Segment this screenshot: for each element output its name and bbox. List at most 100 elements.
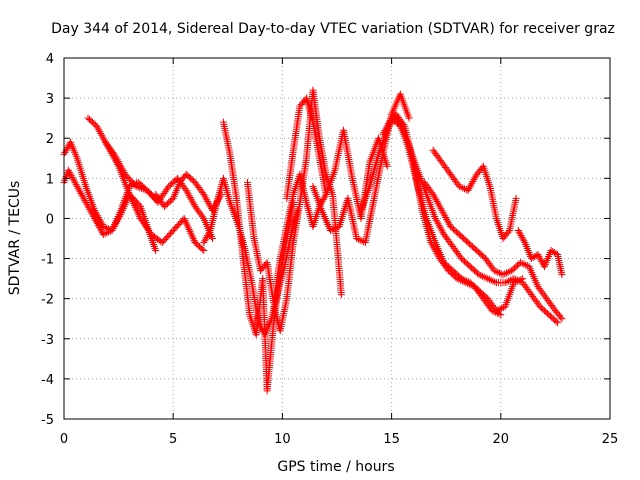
data-point bbox=[470, 176, 478, 184]
data-point bbox=[82, 198, 90, 206]
series-track-5 bbox=[152, 170, 225, 214]
data-point bbox=[79, 193, 87, 201]
y-tick-label: -3 bbox=[41, 333, 54, 348]
data-point bbox=[99, 230, 107, 238]
x-tick-label: 15 bbox=[383, 432, 400, 447]
data-point bbox=[101, 230, 109, 238]
data-point bbox=[182, 186, 190, 194]
data-point bbox=[429, 190, 437, 198]
data-point bbox=[85, 204, 93, 212]
data-point bbox=[522, 261, 530, 269]
data-point bbox=[433, 198, 441, 206]
data-point bbox=[492, 267, 500, 275]
data-point bbox=[431, 194, 439, 202]
data-point bbox=[557, 313, 565, 321]
data-point bbox=[145, 227, 153, 235]
data-point bbox=[112, 154, 120, 162]
data-point bbox=[97, 129, 105, 137]
data-point bbox=[434, 220, 442, 228]
data-point bbox=[485, 275, 493, 283]
data-point bbox=[138, 216, 146, 224]
data-point bbox=[480, 273, 488, 281]
data-point bbox=[328, 226, 336, 234]
data-point bbox=[491, 278, 499, 286]
data-point bbox=[466, 183, 474, 191]
data-point bbox=[66, 170, 74, 178]
data-point bbox=[501, 279, 509, 287]
data-point bbox=[204, 198, 212, 206]
data-point bbox=[383, 162, 391, 170]
series-track-9 bbox=[270, 86, 345, 335]
data-point bbox=[105, 228, 113, 236]
data-point bbox=[505, 277, 513, 285]
data-point bbox=[443, 215, 451, 223]
data-point bbox=[116, 161, 124, 169]
data-point bbox=[444, 217, 452, 225]
data-point bbox=[96, 225, 104, 233]
data-point bbox=[383, 123, 391, 131]
data-point bbox=[455, 182, 463, 190]
data-point bbox=[482, 274, 490, 282]
data-point bbox=[440, 210, 448, 218]
data-point bbox=[465, 185, 473, 193]
y-tick-label: -4 bbox=[41, 373, 54, 388]
data-point bbox=[437, 205, 445, 213]
data-point bbox=[205, 228, 213, 236]
data-point bbox=[445, 219, 453, 227]
data-point bbox=[494, 306, 502, 314]
data-point bbox=[181, 185, 189, 193]
data-point bbox=[81, 197, 89, 205]
data-point bbox=[468, 179, 476, 187]
data-point bbox=[516, 259, 524, 267]
data-point bbox=[459, 275, 467, 283]
data-point bbox=[501, 270, 509, 278]
data-point bbox=[515, 277, 523, 285]
x-tick-label: 0 bbox=[60, 432, 68, 447]
data-point bbox=[115, 159, 123, 167]
data-point bbox=[70, 177, 78, 185]
data-point bbox=[209, 235, 217, 242]
data-point bbox=[438, 206, 446, 214]
data-point bbox=[492, 307, 500, 315]
data-point bbox=[78, 191, 86, 199]
data-point bbox=[184, 190, 192, 198]
data-point bbox=[381, 127, 389, 135]
data-point bbox=[436, 223, 444, 231]
data-point bbox=[332, 224, 340, 232]
data-point bbox=[433, 218, 441, 226]
data-point bbox=[138, 184, 146, 192]
data-point bbox=[199, 213, 207, 221]
y-axis-label: SDTVAR / TECUs bbox=[7, 181, 23, 296]
y-tick-label: 2 bbox=[46, 132, 54, 147]
data-point bbox=[461, 276, 469, 284]
data-point bbox=[95, 223, 103, 231]
data-point bbox=[487, 276, 495, 284]
data-point bbox=[143, 223, 151, 231]
data-point bbox=[337, 291, 345, 299]
data-point bbox=[89, 211, 97, 219]
data-point bbox=[94, 222, 102, 230]
data-point bbox=[117, 163, 125, 171]
data-point bbox=[92, 216, 100, 224]
data-point bbox=[77, 189, 85, 197]
data-point bbox=[437, 225, 445, 233]
data-point bbox=[88, 209, 96, 217]
x-tick-label: 25 bbox=[602, 432, 619, 447]
data-point bbox=[439, 229, 447, 237]
data-point bbox=[439, 208, 447, 216]
data-point bbox=[498, 304, 506, 312]
data-point bbox=[90, 213, 98, 221]
data-point bbox=[73, 182, 81, 190]
data-point bbox=[463, 277, 471, 285]
data-point bbox=[190, 201, 198, 209]
data-point bbox=[475, 271, 483, 279]
data-point bbox=[552, 317, 560, 325]
data-point bbox=[68, 173, 76, 181]
data-point bbox=[119, 167, 127, 175]
data-point bbox=[497, 311, 505, 319]
data-point bbox=[98, 131, 106, 139]
data-point bbox=[490, 267, 498, 275]
data-point bbox=[513, 276, 521, 284]
data-point bbox=[321, 192, 329, 200]
